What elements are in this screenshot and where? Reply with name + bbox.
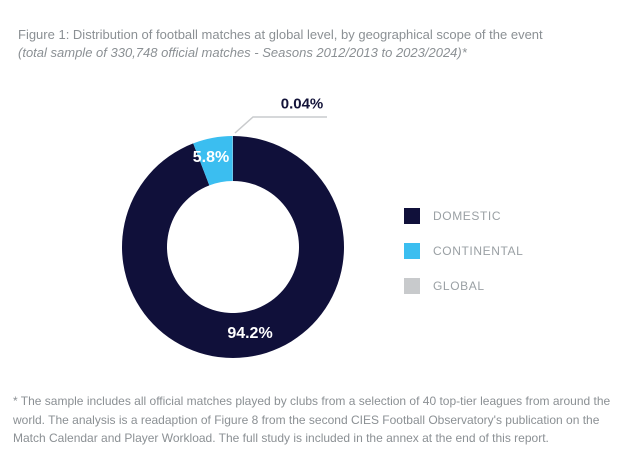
continental-value-label: 5.8% xyxy=(192,149,230,166)
legend-swatch-global xyxy=(404,278,420,294)
legend-item-global: GLOBAL xyxy=(404,278,523,294)
figure-footnote: * The sample includes all official match… xyxy=(13,394,611,445)
legend-swatch-continental xyxy=(404,243,420,259)
slice-domestic xyxy=(122,136,345,358)
legend-label-continental: CONTINENTAL xyxy=(433,244,524,258)
legend-swatch-domestic xyxy=(404,208,420,224)
legend-label-domestic: DOMESTIC xyxy=(433,209,502,223)
legend-item-continental: CONTINENTAL xyxy=(404,243,523,259)
figure-title-block: Figure 1: Distribution of football match… xyxy=(18,26,618,61)
legend-label-global: GLOBAL xyxy=(433,279,485,293)
global-slice-callout-line xyxy=(234,116,327,134)
global-value-label: 0.04% xyxy=(280,95,324,113)
donut-slices xyxy=(122,136,345,358)
legend-item-domestic: DOMESTIC xyxy=(404,208,523,224)
figure-title: Figure 1: Distribution of football match… xyxy=(18,27,543,42)
chart-legend: DOMESTIC CONTINENTAL GLOBAL xyxy=(404,208,523,313)
slice-continental xyxy=(193,136,233,186)
domestic-value-label: 94.2% xyxy=(227,325,273,342)
figure-subtitle: (total sample of 330,748 official matche… xyxy=(18,44,467,60)
